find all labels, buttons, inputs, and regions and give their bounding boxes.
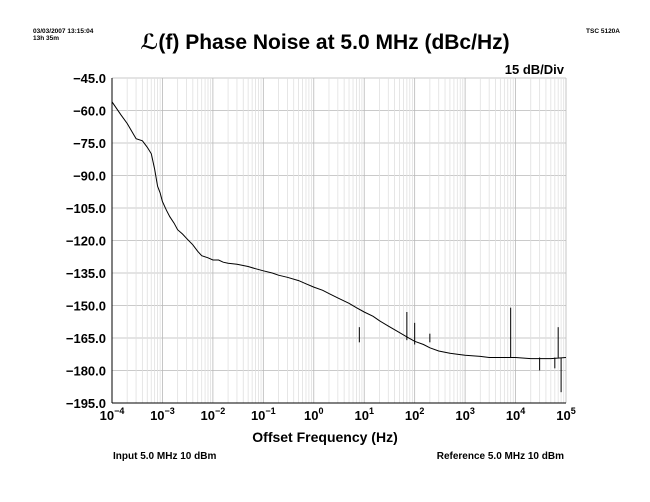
y-tick-label: −135.0 [66,266,106,281]
y-tick-label: −120.0 [66,234,106,249]
y-axis-ticks: −45.0 −60.0 −75.0 −90.0 −105.0 −120.0 −135.0 −1… [66,71,106,411]
chart-title: ℒ(f) Phase Noise at 5.0 MHz (dBc/Hz) [140,31,510,54]
x-tick-label: 103 [455,406,474,423]
input-info: Input 5.0 MHz 10 dBm [113,451,217,462]
y-tick-label: −45.0 [73,71,106,86]
y-tick-label: −165.0 [66,331,106,346]
x-tick-label: 100 [304,406,323,423]
timestamp: 03/03/2007 13:15:04 13h 35m [33,28,93,42]
phase-noise-trace [111,101,567,360]
grid [111,77,567,404]
y-tick-label: −105.0 [66,201,106,216]
y-tick-label: −150.0 [66,299,106,314]
spurs [358,307,562,393]
x-tick-label: 10−1 [251,406,276,423]
y-tick-label: −60.0 [73,104,106,119]
y-tick-label: −180.0 [66,364,106,379]
timestamp-duration: 13h 35m [33,35,60,42]
reference-info: Reference 5.0 MHz 10 dBm [436,451,564,462]
y-tick-label: −90.0 [73,169,106,184]
x-axis-ticks: 10−4 10−3 10−2 10−1 100 101 102 103 104 105 [100,406,576,423]
x-tick-label: 10−3 [150,406,175,423]
timestamp-date: 03/03/2007 13:15:04 [33,28,94,35]
x-tick-label: 102 [405,406,424,423]
x-tick-label: 10−4 [100,406,125,423]
x-axis-label: Offset Frequency (Hz) [252,429,398,445]
x-tick-label: 101 [354,406,373,423]
instrument-label: TSC 5120A [586,28,620,35]
x-tick-label: 105 [556,406,575,423]
y-tick-label: −75.0 [73,136,106,151]
scale-label: 15 dB/Div [504,62,564,77]
x-tick-label: 10−2 [201,406,226,423]
y-tick-label: −195.0 [66,396,106,411]
x-tick-label: 104 [506,406,525,423]
